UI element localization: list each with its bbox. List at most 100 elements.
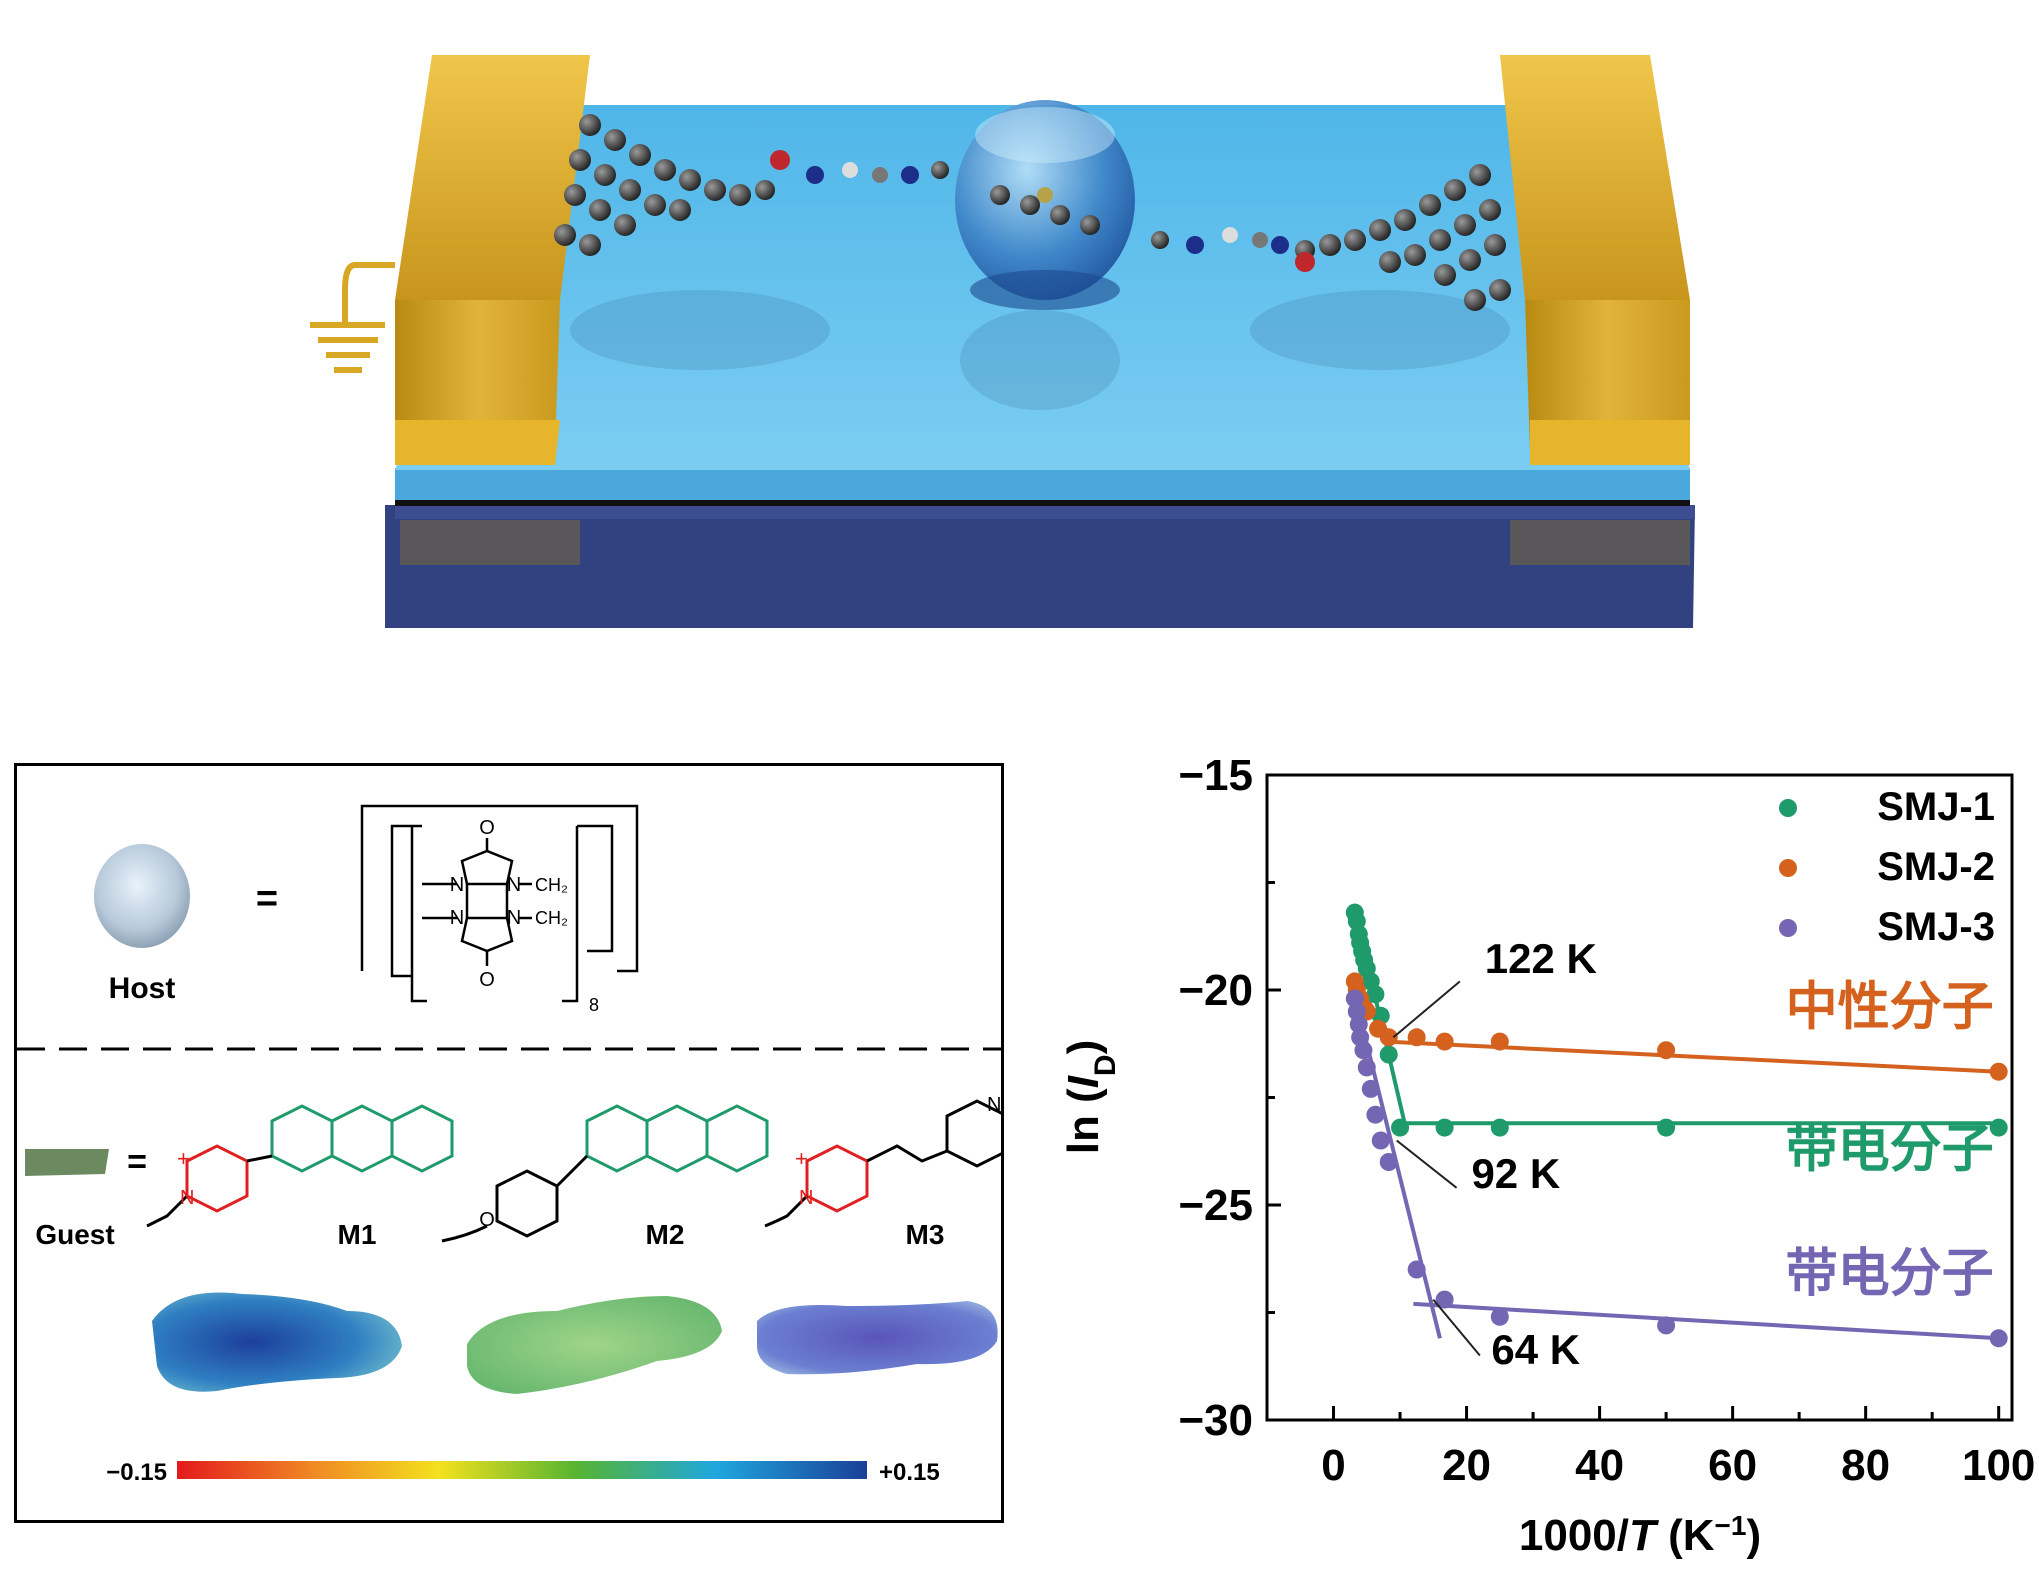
atom-o-top: O <box>479 817 495 839</box>
fit-line-smj-3 <box>1413 1301 1999 1341</box>
molecule-type-label: 带电分子 <box>1786 1120 1994 1178</box>
point-smj-1 <box>1366 985 1385 1004</box>
m3-charge: + <box>795 1146 808 1171</box>
legend-marker <box>1779 919 1797 937</box>
substrate-gate <box>385 505 1695 628</box>
point-smj-3 <box>1361 1079 1380 1098</box>
atom-n3: N <box>450 907 464 929</box>
conductance-chart: 0 20 40 60 80 100 −15 −20 −25 −30 122 K 92 K 64 K 中性… <box>1040 740 2039 1566</box>
device-illustration <box>310 55 1695 628</box>
m1-structure <box>146 1104 454 1228</box>
molecule-type-label: 中性分子 <box>1786 978 1994 1036</box>
y-tick-label: −20 <box>1178 966 1253 1015</box>
x-tick-label: 80 <box>1841 1441 1890 1490</box>
m3-label: M3 <box>906 1219 945 1250</box>
point-smj-1 <box>1379 1045 1398 1064</box>
point-smj-1 <box>1989 1118 2008 1137</box>
chart-svg: 0 20 40 60 80 100 −15 −20 −25 −30 122 K 92 K 64 K 中性… <box>1059 751 2035 1561</box>
m2-label: M2 <box>646 1219 685 1250</box>
point-smj-3 <box>1989 1329 2008 1348</box>
host-label: Host <box>109 972 176 1005</box>
host-guest-panel: Host = O O N N N N CH₂ CH₂ <box>14 763 1009 1523</box>
left-gold-electrode <box>395 55 590 565</box>
host-equals: = <box>256 878 278 920</box>
atom-n2: N <box>507 874 521 896</box>
x-tick-label: 40 <box>1575 1441 1624 1490</box>
point-smj-3 <box>1407 1260 1426 1279</box>
point-smj-3 <box>1357 1058 1376 1077</box>
guest-shape-icon <box>25 1149 109 1176</box>
host-cage <box>955 100 1135 310</box>
m1-charge: + <box>177 1146 190 1171</box>
dielectric-layer <box>395 468 1690 505</box>
temperature-label: 122 K <box>1485 935 1597 982</box>
point-smj-1 <box>1657 1118 1676 1137</box>
legend-label: SMJ-2 <box>1877 845 1995 889</box>
m2-esp-surface <box>467 1296 722 1394</box>
esp-color-scale <box>177 1461 867 1479</box>
point-smj-3 <box>1354 1041 1373 1060</box>
m3-n-atom-pyridine: N <box>987 1094 1001 1116</box>
point-smj-2 <box>1657 1041 1676 1060</box>
guest-label: Guest <box>35 1219 114 1250</box>
ch2-bottom: CH₂ <box>535 908 568 928</box>
ground-icon <box>310 262 395 373</box>
legend-label: SMJ-1 <box>1877 785 1995 829</box>
x-tick-label: 60 <box>1708 1441 1757 1490</box>
m1-esp-surface <box>152 1292 402 1392</box>
legend-marker <box>1779 859 1797 877</box>
point-smj-3 <box>1366 1105 1385 1124</box>
m1-n-atom: N <box>180 1187 194 1209</box>
molecular-wire <box>770 150 1315 272</box>
host-guest-drawing: Host = O O N N N N CH₂ CH₂ <box>17 804 1009 1486</box>
right-gold-electrode <box>1500 55 1690 565</box>
oxide-edge <box>395 500 1690 506</box>
substrate-gate-top <box>395 505 1695 519</box>
cucurbituril-structure <box>360 804 639 1003</box>
point-smj-3 <box>1435 1290 1454 1309</box>
point-smj-1 <box>1435 1118 1454 1137</box>
y-tick-label: −25 <box>1178 1181 1253 1230</box>
m3-esp-surface <box>757 1301 998 1375</box>
point-smj-3 <box>1371 1131 1390 1150</box>
scale-min-label: −0.15 <box>106 1459 167 1486</box>
x-tick-label: 100 <box>1962 1441 2035 1490</box>
fit-line-smj-2 <box>1386 1039 1999 1074</box>
temperature-label: 64 K <box>1491 1326 1580 1373</box>
point-smj-2 <box>1490 1032 1509 1051</box>
legend-label: SMJ-3 <box>1877 905 1995 949</box>
atom-n1: N <box>450 874 464 896</box>
host-shape-icon <box>94 844 190 948</box>
annotation-arrow <box>1432 1298 1481 1357</box>
x-tick-label: 20 <box>1442 1441 1491 1490</box>
ch2-top: CH₂ <box>535 875 568 895</box>
left-graphene-electrode <box>554 114 775 256</box>
point-smj-2 <box>1407 1028 1426 1047</box>
repeat-subscript: 8 <box>589 995 599 1015</box>
m1-label: M1 <box>338 1219 377 1250</box>
annotation-arrow <box>1392 980 1461 1039</box>
annotation-arrow <box>1396 1139 1458 1189</box>
point-smj-2 <box>1989 1062 2008 1081</box>
right-graphene-electrode <box>1295 164 1511 311</box>
y-axis-label: ln (ID) <box>1059 1040 1122 1155</box>
scale-max-label: +0.15 <box>879 1459 940 1486</box>
y-tick-label: −30 <box>1178 1396 1253 1445</box>
point-smj-2 <box>1435 1032 1454 1051</box>
atom-o-bottom: O <box>479 969 495 991</box>
point-smj-3 <box>1490 1307 1509 1326</box>
x-tick-label: 0 <box>1321 1441 1345 1490</box>
temperature-label: 92 K <box>1471 1150 1560 1197</box>
x-axis-label: 1000/T (K−1) <box>1519 1510 1761 1561</box>
point-smj-3 <box>1379 1153 1398 1171</box>
point-smj-1 <box>1490 1118 1509 1137</box>
point-smj-3 <box>1657 1316 1676 1335</box>
legend-marker <box>1779 799 1797 817</box>
m3-n-atom: N <box>799 1187 813 1209</box>
atom-n4: N <box>507 907 521 929</box>
point-smj-2 <box>1379 1028 1398 1047</box>
y-tick-label: −15 <box>1178 751 1253 800</box>
guest-equals: = <box>127 1143 147 1181</box>
m2-o-atom: O <box>479 1209 495 1231</box>
molecule-type-label: 带电分子 <box>1786 1245 1994 1303</box>
